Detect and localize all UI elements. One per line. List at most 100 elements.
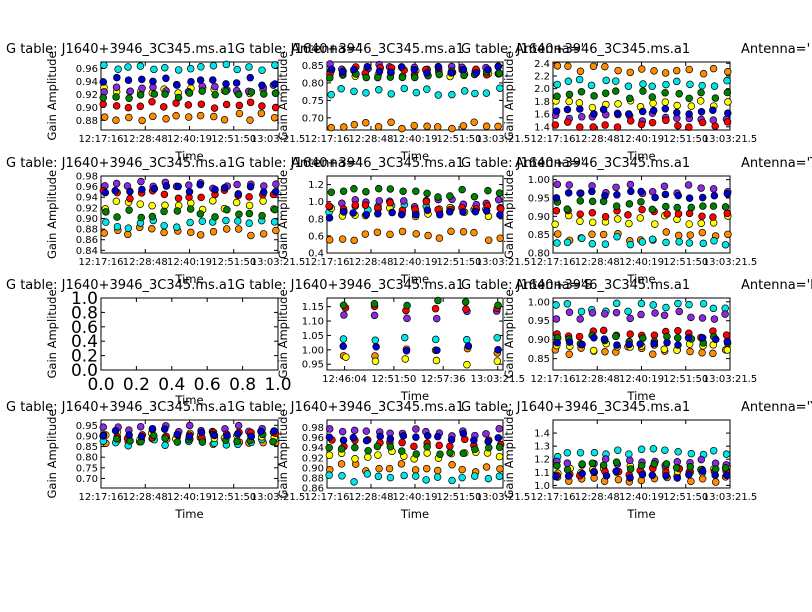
data-point <box>651 309 659 317</box>
data-point <box>271 103 280 112</box>
data-point <box>350 185 358 193</box>
data-point <box>482 122 491 130</box>
data-point <box>403 314 411 323</box>
data-point <box>402 347 411 355</box>
data-point <box>387 118 395 127</box>
data-point <box>148 424 157 433</box>
subplot-title: G table: J1640+3946_3C345.ms.a1 <box>6 156 235 171</box>
y-tick-label: 1.2 <box>308 180 324 191</box>
y-tick-label: 0.85 <box>528 230 550 241</box>
y-axis-label: Gain Amplitude <box>276 51 290 140</box>
x-tick-label: 0.2 <box>123 375 150 395</box>
data-point <box>565 90 574 99</box>
data-point <box>612 332 620 341</box>
data-point <box>337 460 346 468</box>
data-point <box>150 431 158 440</box>
data-point <box>398 447 406 455</box>
data-point <box>209 227 218 236</box>
data-point <box>554 230 562 238</box>
y-tick-label: 0.90 <box>76 431 98 442</box>
data-point <box>577 307 586 316</box>
x-axis-label: Time <box>400 149 429 163</box>
data-point <box>611 77 620 85</box>
data-point <box>137 177 145 186</box>
x-tick-label: 0.8 <box>229 375 256 395</box>
data-point <box>136 62 145 70</box>
y-tick-label: 0.94 <box>76 193 98 204</box>
data-point <box>588 103 597 112</box>
data-point <box>386 68 395 76</box>
data-point <box>271 89 280 98</box>
data-point <box>484 474 493 483</box>
data-point <box>211 82 219 91</box>
y-tick-label: 2.2 <box>534 71 550 82</box>
data-point <box>432 314 441 323</box>
x-tick-label: 12:17:16 <box>305 492 350 503</box>
data-point <box>361 201 370 209</box>
data-point <box>496 211 504 219</box>
data-point <box>588 240 597 248</box>
data-point <box>485 444 493 452</box>
data-point <box>723 346 732 354</box>
data-point <box>124 63 132 71</box>
data-point <box>174 93 183 102</box>
y-tick-label: 0.70 <box>76 474 98 485</box>
data-point <box>687 477 695 486</box>
data-point <box>172 112 180 120</box>
data-point <box>461 298 470 306</box>
data-point <box>234 225 243 233</box>
data-point <box>257 427 265 436</box>
x-tick-label: 0.4 <box>158 375 185 395</box>
data-point <box>184 113 193 121</box>
data-point <box>650 340 658 348</box>
y-axis-label: Gain Amplitude <box>276 170 290 259</box>
data-point <box>723 88 732 97</box>
data-point <box>447 227 455 236</box>
data-point <box>674 191 683 200</box>
data-point <box>493 333 501 342</box>
data-point <box>601 62 609 71</box>
data-point <box>685 220 693 228</box>
data-point <box>601 310 609 318</box>
data-point <box>374 451 382 459</box>
data-point <box>138 185 146 194</box>
data-point <box>137 213 146 222</box>
data-point <box>234 421 243 430</box>
subplot-4: G table: J1640+3946_3C345.ms.a1 Antenna='… <box>6 156 360 286</box>
subplot-title: G table: J1640+3946_3C345.ms.a1 <box>235 42 464 57</box>
data-point <box>495 425 504 433</box>
data-point <box>484 437 492 446</box>
data-point <box>602 76 610 85</box>
data-point <box>174 182 182 191</box>
data-point <box>325 202 333 210</box>
data-point <box>398 227 407 236</box>
data-point <box>435 441 443 450</box>
data-point <box>650 67 658 75</box>
data-point <box>326 74 334 82</box>
data-point <box>221 87 230 95</box>
subplot-6: G table: J1640+3946_3C345.ms.a1 Antenna='… <box>461 156 812 286</box>
y-axis-label: Gain Amplitude <box>502 51 516 140</box>
x-tick-label: 12:17:16 <box>531 492 576 503</box>
data-point <box>578 469 586 478</box>
data-point <box>576 67 585 75</box>
data-point <box>397 210 406 219</box>
data-point <box>399 432 408 440</box>
data-point <box>245 219 253 227</box>
data-point <box>710 237 718 245</box>
data-point <box>185 188 194 196</box>
x-tick-label: 12:28:48 <box>575 374 620 385</box>
data-point <box>651 220 659 228</box>
data-point <box>495 472 504 481</box>
y-tick-label: 0.94 <box>76 77 98 88</box>
data-point <box>459 429 468 438</box>
data-point <box>325 433 334 441</box>
data-point <box>185 421 194 430</box>
data-point <box>551 220 559 229</box>
data-point <box>599 105 608 114</box>
data-point <box>399 187 407 196</box>
data-point <box>601 121 609 129</box>
data-point <box>186 64 195 73</box>
data-point <box>698 193 707 202</box>
data-point <box>342 353 350 361</box>
